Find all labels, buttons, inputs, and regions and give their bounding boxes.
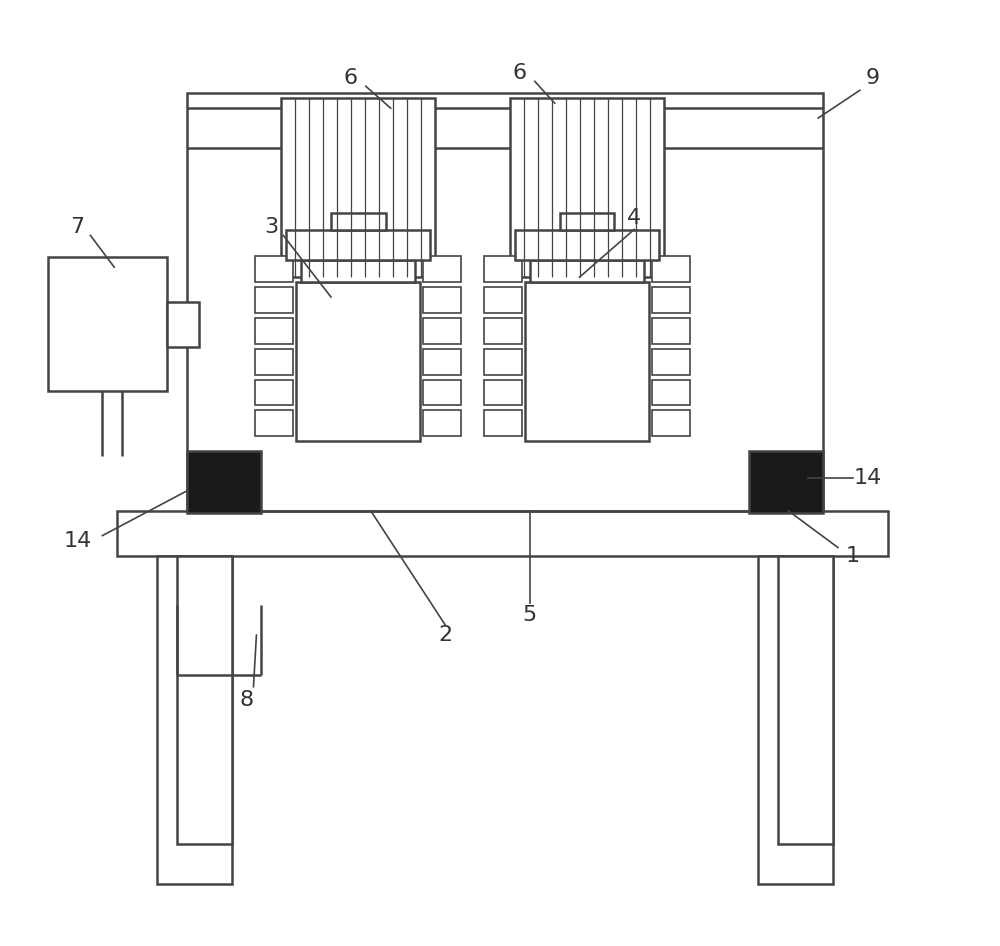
Bar: [331, 213, 386, 231]
Bar: [484, 379, 522, 406]
Bar: [749, 451, 823, 513]
Text: 9: 9: [866, 68, 880, 88]
Text: 4: 4: [627, 207, 641, 227]
Bar: [484, 349, 522, 375]
Text: 14: 14: [854, 468, 882, 488]
Bar: [749, 451, 823, 513]
Bar: [423, 411, 461, 436]
Bar: [423, 349, 461, 375]
Bar: [423, 256, 461, 282]
Bar: [652, 349, 690, 375]
Text: 6: 6: [513, 63, 527, 83]
Text: 14: 14: [63, 531, 92, 551]
Bar: [157, 555, 232, 884]
Bar: [48, 257, 167, 392]
Text: 5: 5: [523, 605, 537, 625]
Bar: [758, 555, 833, 884]
Bar: [177, 555, 232, 844]
Bar: [560, 213, 614, 231]
Bar: [515, 231, 659, 260]
Bar: [286, 231, 430, 260]
Bar: [510, 98, 664, 277]
Bar: [255, 349, 293, 375]
Bar: [296, 282, 420, 441]
Text: 1: 1: [846, 546, 860, 566]
Text: 7: 7: [70, 218, 85, 237]
Bar: [167, 302, 199, 347]
Bar: [652, 256, 690, 282]
Bar: [301, 260, 415, 282]
Bar: [281, 98, 435, 277]
Bar: [187, 94, 823, 511]
Bar: [423, 379, 461, 406]
Bar: [484, 318, 522, 343]
Bar: [187, 451, 261, 513]
Bar: [255, 287, 293, 313]
Bar: [530, 260, 644, 282]
Bar: [525, 282, 649, 441]
Bar: [423, 318, 461, 343]
Bar: [652, 287, 690, 313]
Text: 2: 2: [438, 625, 452, 645]
Bar: [484, 256, 522, 282]
Bar: [255, 256, 293, 282]
Text: 3: 3: [264, 218, 278, 237]
Bar: [255, 411, 293, 436]
Bar: [778, 555, 833, 844]
Text: 6: 6: [344, 68, 358, 88]
Bar: [117, 511, 888, 555]
Bar: [187, 451, 261, 513]
Bar: [652, 411, 690, 436]
Bar: [652, 318, 690, 343]
Bar: [255, 318, 293, 343]
Bar: [484, 287, 522, 313]
Bar: [255, 379, 293, 406]
Bar: [652, 379, 690, 406]
Bar: [484, 411, 522, 436]
Text: 8: 8: [239, 690, 254, 710]
Bar: [423, 287, 461, 313]
